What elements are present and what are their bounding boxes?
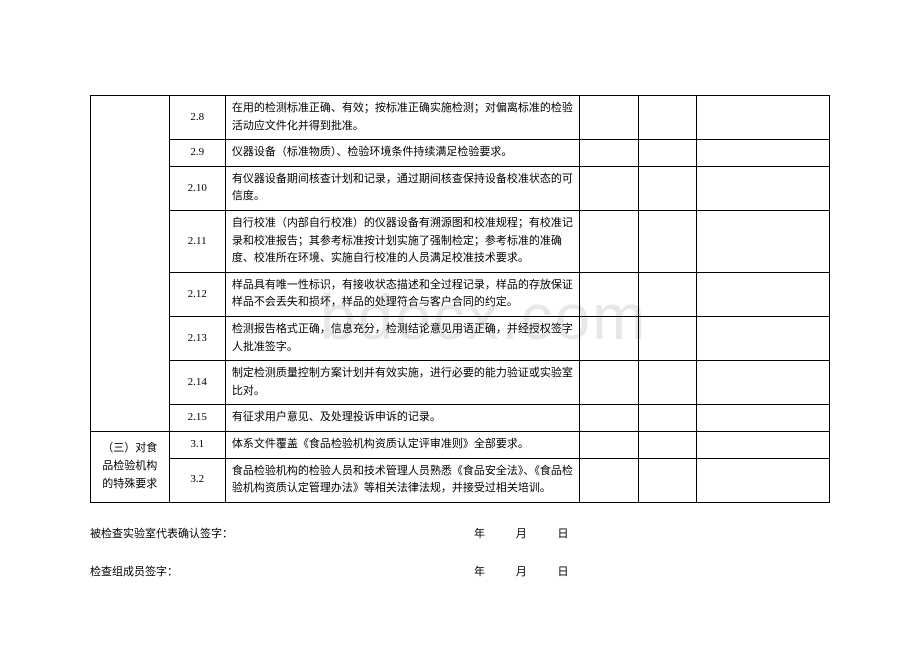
sig-label-lab: 被检查实验室代表确认签字：: [90, 525, 460, 541]
blank-cell: [638, 210, 696, 272]
blank-cell: [580, 316, 638, 360]
blank-cell: [638, 140, 696, 167]
signature-line-team: 检查组成员签字： 年 月 日: [90, 563, 830, 579]
blank-cell: [697, 405, 830, 432]
blank-cell: [697, 361, 830, 405]
blank-cell: [580, 431, 638, 458]
row-number: 2.8: [169, 96, 225, 140]
blank-cell: [697, 316, 830, 360]
row-number: 2.12: [169, 272, 225, 316]
row-description: 有仪器设备期间核查计划和记录，通过期间核查保持设备校准状态的可信度。: [225, 166, 579, 210]
year-label: 年: [474, 563, 485, 579]
sig-date-lab: 年 月 日: [460, 525, 583, 541]
row-number: 2.9: [169, 140, 225, 167]
inspection-table: 2.8在用的检测标准正确、有效；按标准正确实施检测；对偏离标准的检验活动应文件化…: [90, 95, 830, 503]
row-description: 仪器设备（标准物质）、检验环境条件持续满足检验要求。: [225, 140, 579, 167]
row-description: 检测报告格式正确，信息充分，检测结论意见用语正确，并经授权签字人批准签字。: [225, 316, 579, 360]
signature-line-lab: 被检查实验室代表确认签字： 年 月 日: [90, 525, 830, 541]
blank-cell: [638, 166, 696, 210]
blank-cell: [638, 431, 696, 458]
blank-cell: [580, 210, 638, 272]
sig-label-team: 检查组成员签字：: [90, 563, 460, 579]
blank-cell: [580, 272, 638, 316]
section-2-cell: [91, 96, 170, 432]
blank-cell: [580, 405, 638, 432]
month-label: 月: [516, 563, 527, 579]
blank-cell: [638, 405, 696, 432]
year-label: 年: [474, 525, 485, 541]
blank-cell: [697, 272, 830, 316]
row-description: 食品检验机构的检验人员和技术管理人员熟悉《食品安全法》、《食品检验机构资质认定管…: [225, 458, 579, 502]
blank-cell: [697, 140, 830, 167]
blank-cell: [697, 96, 830, 140]
blank-cell: [580, 458, 638, 502]
blank-cell: [580, 96, 638, 140]
sig-date-team: 年 月 日: [460, 563, 583, 579]
row-description: 在用的检测标准正确、有效；按标准正确实施检测；对偏离标准的检验活动应文件化并得到…: [225, 96, 579, 140]
month-label: 月: [516, 525, 527, 541]
row-description: 制定检测质量控制方案计划并有效实施，进行必要的能力验证或实验室比对。: [225, 361, 579, 405]
signature-block: 被检查实验室代表确认签字： 年 月 日 检查组成员签字： 年 月 日: [90, 525, 830, 579]
blank-cell: [638, 316, 696, 360]
blank-cell: [638, 458, 696, 502]
blank-cell: [580, 166, 638, 210]
section-3-title: （三）对食品检验机构的特殊要求: [91, 431, 170, 502]
blank-cell: [697, 431, 830, 458]
row-description: 样品具有唯一性标识，有接收状态描述和全过程记录，样品的存放保证样品不会丢失和损坏…: [225, 272, 579, 316]
row-number: 2.13: [169, 316, 225, 360]
blank-cell: [638, 272, 696, 316]
day-label: 日: [558, 563, 569, 579]
row-number: 3.2: [169, 458, 225, 502]
row-description: 有征求用户意见、及处理投诉申诉的记录。: [225, 405, 579, 432]
row-number: 2.15: [169, 405, 225, 432]
blank-cell: [638, 96, 696, 140]
blank-cell: [697, 166, 830, 210]
blank-cell: [697, 458, 830, 502]
row-description: 自行校准（内部自行校准）的仪器设备有溯源图和校准规程；有校准记录和校准报告；其参…: [225, 210, 579, 272]
blank-cell: [580, 361, 638, 405]
blank-cell: [638, 361, 696, 405]
blank-cell: [697, 210, 830, 272]
row-number: 2.10: [169, 166, 225, 210]
row-number: 2.11: [169, 210, 225, 272]
day-label: 日: [558, 525, 569, 541]
row-number: 2.14: [169, 361, 225, 405]
blank-cell: [580, 140, 638, 167]
row-number: 3.1: [169, 431, 225, 458]
row-description: 体系文件覆盖《食品检验机构资质认定评审准则》全部要求。: [225, 431, 579, 458]
